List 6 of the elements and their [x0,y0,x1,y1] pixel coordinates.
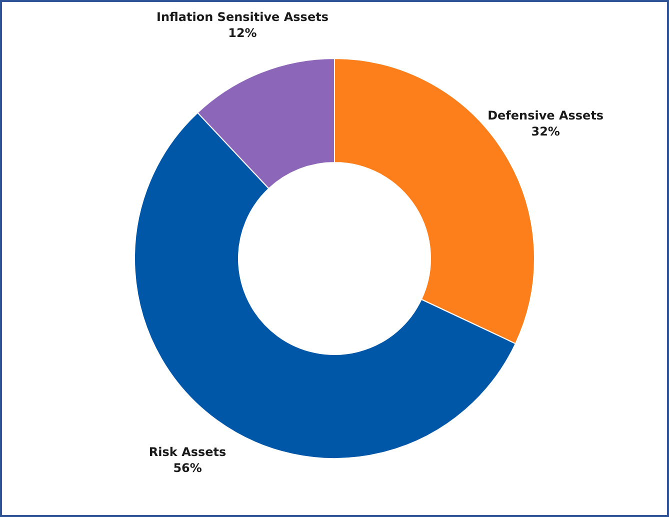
data-label: 12% [228,26,257,40]
slice-label: Inflation Sensitive Assets [156,10,328,24]
slice-label: Defensive Assets [488,108,604,123]
data-label: 56% [173,460,202,475]
data-label: 32% [531,124,560,139]
slice-label: Risk Assets [148,444,226,459]
